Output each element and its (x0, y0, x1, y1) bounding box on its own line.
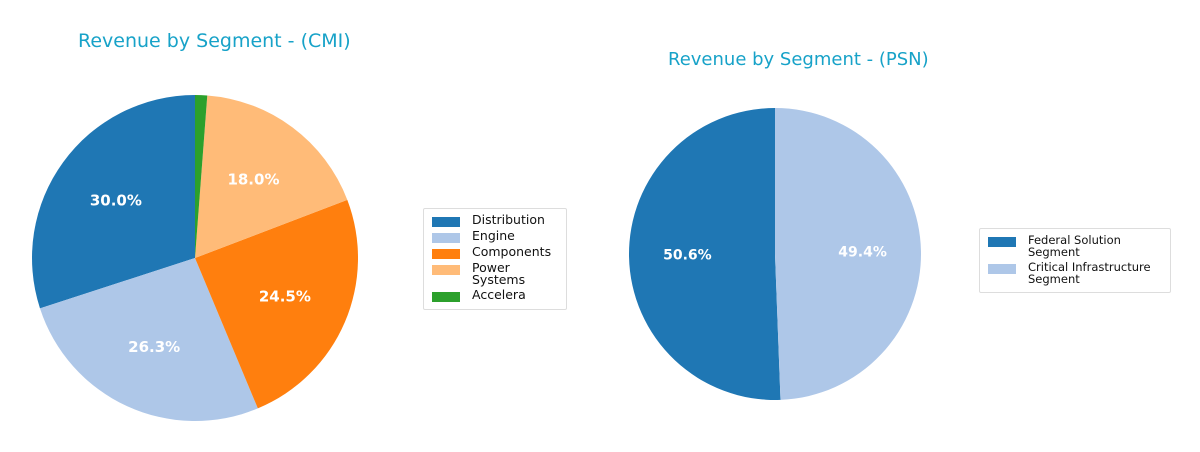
psn-pie-chart: 50.6% 49.4% (629, 108, 921, 400)
legend-item: Federal Solution Segment (988, 234, 1162, 258)
legend-item: Engine (432, 228, 558, 243)
pie-slice-label: 49.4% (838, 244, 887, 260)
cmi-legend: Distribution Engine Components Power System… (423, 208, 567, 310)
legend-label: Federal Solution Segment (1028, 233, 1121, 259)
legend-swatch (432, 233, 460, 243)
legend-label: Components (472, 244, 552, 259)
cmi-chart-title: Revenue by Segment - (CMI) (78, 30, 351, 52)
legend-swatch (988, 264, 1016, 274)
pie-slice-label: 24.5% (259, 288, 311, 306)
pie-slice-label: 18.0% (227, 171, 279, 189)
legend-item: Distribution (432, 212, 558, 227)
legend-item: Power Systems (432, 260, 558, 287)
legend-item: Components (432, 244, 558, 259)
legend-swatch (988, 237, 1016, 247)
legend-swatch (432, 292, 460, 302)
pie-slice-federal-solution-segment (629, 108, 781, 400)
psn-chart-title: Revenue by Segment - (PSN) (668, 49, 929, 70)
pie-slice-power-systems (195, 95, 348, 258)
pie-slice-components (195, 199, 358, 409)
legend-item: Accelera (432, 287, 558, 302)
legend-item: Critical Infrastructure Segment (988, 261, 1162, 285)
cmi-pie-chart: 30.0% 26.3% 24.5% 18.0% (32, 95, 358, 421)
legend-swatch (432, 217, 460, 227)
legend-label: Distribution (472, 212, 545, 227)
pie-slice-distribution (32, 95, 196, 309)
pie-slice-critical-infrastructure-segment (775, 108, 921, 400)
legend-label: Engine (472, 228, 515, 243)
legend-label: Critical Infrastructure Segment (1028, 260, 1151, 286)
pie-slice-label: 26.3% (128, 338, 180, 356)
pie-slice-accelera (195, 95, 208, 258)
pie-slice-label: 30.0% (90, 192, 142, 210)
legend-swatch (432, 265, 460, 275)
legend-label: Power Systems (472, 260, 526, 287)
legend-label: Accelera (472, 287, 526, 302)
legend-swatch (432, 249, 460, 259)
psn-legend: Federal Solution Segment Critical Infrast… (979, 228, 1171, 293)
pie-slice-label: 50.6% (663, 248, 712, 264)
pie-slice-engine (39, 258, 258, 421)
